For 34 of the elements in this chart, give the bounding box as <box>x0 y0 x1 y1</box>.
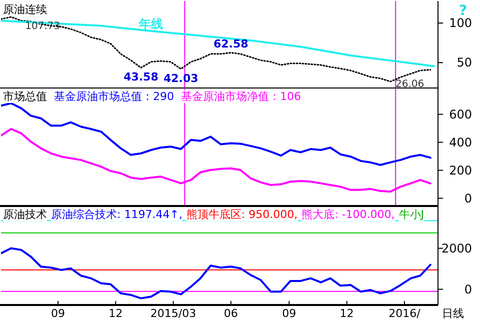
ref-line-label: 熊顶牛底区: 950.000, <box>186 208 298 221</box>
ref-line-label: 熊大底: -100.000, <box>302 208 395 221</box>
y-tick-label: 100 <box>449 16 472 30</box>
annotation: 牛小J <box>398 208 424 221</box>
chart-title: 原油连续 <box>3 3 47 16</box>
y-tick-label: 600 <box>449 107 472 122</box>
y-tick-label: 50 <box>456 56 472 70</box>
annotation: 107.73 <box>25 20 60 32</box>
annotation: 26.06 <box>396 79 424 90</box>
y-axis-title: ? <box>458 3 468 19</box>
y-tick-label: 0 <box>464 282 472 296</box>
text: 基金原油市场净值：106 <box>181 90 301 103</box>
series-label: 年线 <box>138 16 164 31</box>
x-tick-label: 06 <box>224 307 238 320</box>
x-tick-label: 2015/03 <box>150 307 196 320</box>
x-axis-title: 日线 <box>442 307 464 320</box>
y-tick-label: 0 <box>464 191 472 206</box>
line-series <box>1 20 436 68</box>
x-tick-label: 09 <box>51 307 65 320</box>
chart-title: 市场总值 <box>3 90 47 103</box>
y-tick-label: 200 <box>449 163 472 178</box>
y-tick-label: 400 <box>449 135 472 150</box>
line-series <box>1 247 432 300</box>
text: 基金原油市场总值：290 <box>54 90 174 103</box>
annotation: 62.58 <box>214 38 248 51</box>
chart-title: 原油技术 <box>3 208 47 221</box>
x-tick-label: 12 <box>108 307 123 320</box>
line-series <box>1 102 432 166</box>
x-tick-label: 09 <box>282 307 296 320</box>
x-tick-label: 2016/ <box>388 307 421 320</box>
x-tick-label: 12 <box>340 307 354 320</box>
annotation: 43.58 <box>124 70 158 84</box>
text: 原油综合技术: 1197.44↑, <box>51 208 182 221</box>
y-tick-label: 2000 <box>441 241 472 256</box>
